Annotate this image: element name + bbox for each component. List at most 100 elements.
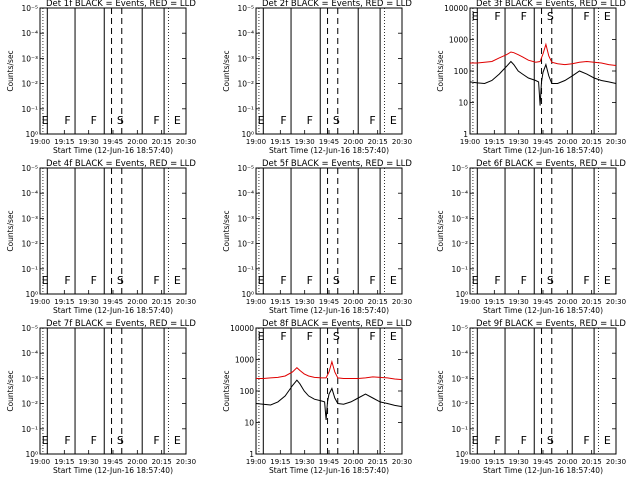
- region-label: F: [583, 434, 589, 447]
- x-tick-label: 19:00: [30, 458, 50, 466]
- series-events: [469, 60, 617, 106]
- panel-title: Det 6f BLACK = Events, RED = LLD: [476, 159, 626, 169]
- region-label: E: [390, 114, 397, 127]
- x-tick-label: 19:30: [79, 298, 99, 306]
- y-tick-label: 10⁻⁵: [237, 164, 254, 173]
- x-tick-label: 20:30: [392, 138, 412, 146]
- y-tick-label: 10⁻¹: [237, 105, 254, 114]
- region-label: F: [153, 434, 159, 447]
- y-tick-label: 10⁻⁵: [21, 324, 38, 333]
- region-label: F: [64, 114, 70, 127]
- panel-det-1: Det 1f BLACK = Events, RED = LLD 10⁰ 10⁻¹ 1…: [6, 0, 196, 155]
- x-tick-label: 19:00: [460, 138, 480, 146]
- y-tick-label: 10000: [444, 4, 468, 13]
- x-tick-label: 19:30: [79, 138, 99, 146]
- y-tick-label: 10: [458, 99, 468, 108]
- panel-title: Det 9f BLACK = Events, RED = LLD: [476, 319, 626, 329]
- x-tick-label: 20:15: [368, 138, 388, 146]
- series-lld: [470, 42, 617, 66]
- x-tick-label: 19:00: [30, 298, 50, 306]
- x-tick-label: 19:15: [270, 458, 290, 466]
- region-label: F: [280, 274, 286, 287]
- region-label: E: [390, 330, 397, 343]
- x-tick-label: 19:15: [54, 298, 74, 306]
- y-axis-label: Counts/sec: [436, 50, 445, 91]
- panel-det-3: Det 3f BLACK = Events, RED = LLD 1 10 100 10…: [436, 0, 626, 155]
- y-tick-label: 10⁰: [25, 290, 38, 299]
- y-tick-label: 10⁻²: [21, 240, 38, 249]
- region-label: S: [117, 434, 124, 447]
- region-label: E: [42, 434, 49, 447]
- y-tick-label: 10: [244, 419, 254, 428]
- y-tick-label: 10000: [230, 324, 254, 333]
- region-label: F: [280, 114, 286, 127]
- y-axis-label: Counts/sec: [436, 210, 445, 251]
- y-tick-label: 10⁻⁵: [21, 4, 38, 13]
- region-label: E: [174, 274, 181, 287]
- x-tick-label: 19:00: [460, 458, 480, 466]
- region-label: S: [547, 274, 554, 287]
- x-tick-label: 20:00: [557, 138, 577, 146]
- x-tick-label: 20:00: [127, 458, 147, 466]
- x-tick-label: 19:30: [509, 138, 529, 146]
- x-tick-label: 19:00: [246, 458, 266, 466]
- x-tick-label: 20:15: [152, 458, 172, 466]
- y-axis-label: Counts/sec: [6, 210, 15, 251]
- y-tick-label: 10⁻¹: [451, 425, 468, 434]
- region-label: S: [333, 114, 340, 127]
- region-label: F: [91, 114, 97, 127]
- region-label: F: [153, 114, 159, 127]
- y-axis-label: Counts/sec: [222, 210, 231, 251]
- y-tick-label: 10⁰: [25, 130, 38, 139]
- y-tick-label: 10⁰: [241, 290, 254, 299]
- region-label: E: [42, 274, 49, 287]
- y-tick-label: 10⁻⁴: [21, 29, 38, 38]
- x-tick-label: 20:00: [343, 138, 363, 146]
- x-axis-label: Start Time (12-Jun-16 18:57:40): [483, 146, 603, 155]
- y-tick-label: 10⁻⁴: [451, 189, 468, 198]
- y-tick-label: 10⁻¹: [21, 105, 38, 114]
- x-tick-label: 19:15: [484, 458, 504, 466]
- x-tick-label: 19:00: [246, 298, 266, 306]
- region-label: E: [258, 330, 265, 343]
- panel-det-9: Det 9f BLACK = Events, RED = LLD 10⁰ 10⁻¹ 1…: [436, 319, 626, 475]
- y-axis-label: Counts/sec: [222, 50, 231, 91]
- x-axis-label: Start Time (12-Jun-16 18:57:40): [53, 306, 173, 315]
- x-axis-label: Start Time (12-Jun-16 18:57:40): [269, 466, 389, 475]
- y-tick-label: 10⁻¹: [237, 265, 254, 274]
- region-label: E: [390, 274, 397, 287]
- x-tick-label: 19:45: [533, 138, 553, 146]
- y-tick-label: 1000: [235, 356, 254, 365]
- x-axis-label: Start Time (12-Jun-16 18:57:40): [483, 306, 603, 315]
- x-tick-label: 19:45: [533, 298, 553, 306]
- region-label: F: [91, 434, 97, 447]
- y-axis-label: Counts/sec: [6, 50, 15, 91]
- x-tick-label: 19:45: [103, 298, 123, 306]
- series-lld: [256, 359, 403, 381]
- y-axis-label: Counts/sec: [6, 370, 15, 411]
- panel-title: Det 2f BLACK = Events, RED = LLD: [262, 0, 412, 9]
- region-label: F: [369, 274, 375, 287]
- region-label: F: [583, 10, 589, 23]
- x-tick-label: 20:30: [176, 138, 196, 146]
- region-label: F: [494, 10, 500, 23]
- y-tick-label: 10⁻²: [451, 400, 468, 409]
- region-label: E: [604, 10, 611, 23]
- y-axis-label: Counts/sec: [222, 370, 231, 411]
- panel-det-5: Det 5f BLACK = Events, RED = LLD 10⁰ 10⁻¹ 1…: [222, 159, 412, 315]
- x-tick-label: 19:45: [103, 458, 123, 466]
- y-tick-label: 10⁻³: [451, 214, 468, 223]
- x-tick-label: 19:45: [103, 138, 123, 146]
- x-tick-label: 19:15: [484, 138, 504, 146]
- x-tick-label: 20:30: [392, 298, 412, 306]
- x-tick-label: 20:00: [343, 298, 363, 306]
- region-label: E: [472, 434, 479, 447]
- region-label: F: [494, 434, 500, 447]
- x-axis-label: Start Time (12-Jun-16 18:57:40): [53, 146, 173, 155]
- region-label: F: [307, 330, 313, 343]
- x-tick-label: 20:30: [606, 298, 626, 306]
- region-label: S: [547, 434, 554, 447]
- region-label: S: [117, 274, 124, 287]
- y-tick-label: 10⁻²: [21, 400, 38, 409]
